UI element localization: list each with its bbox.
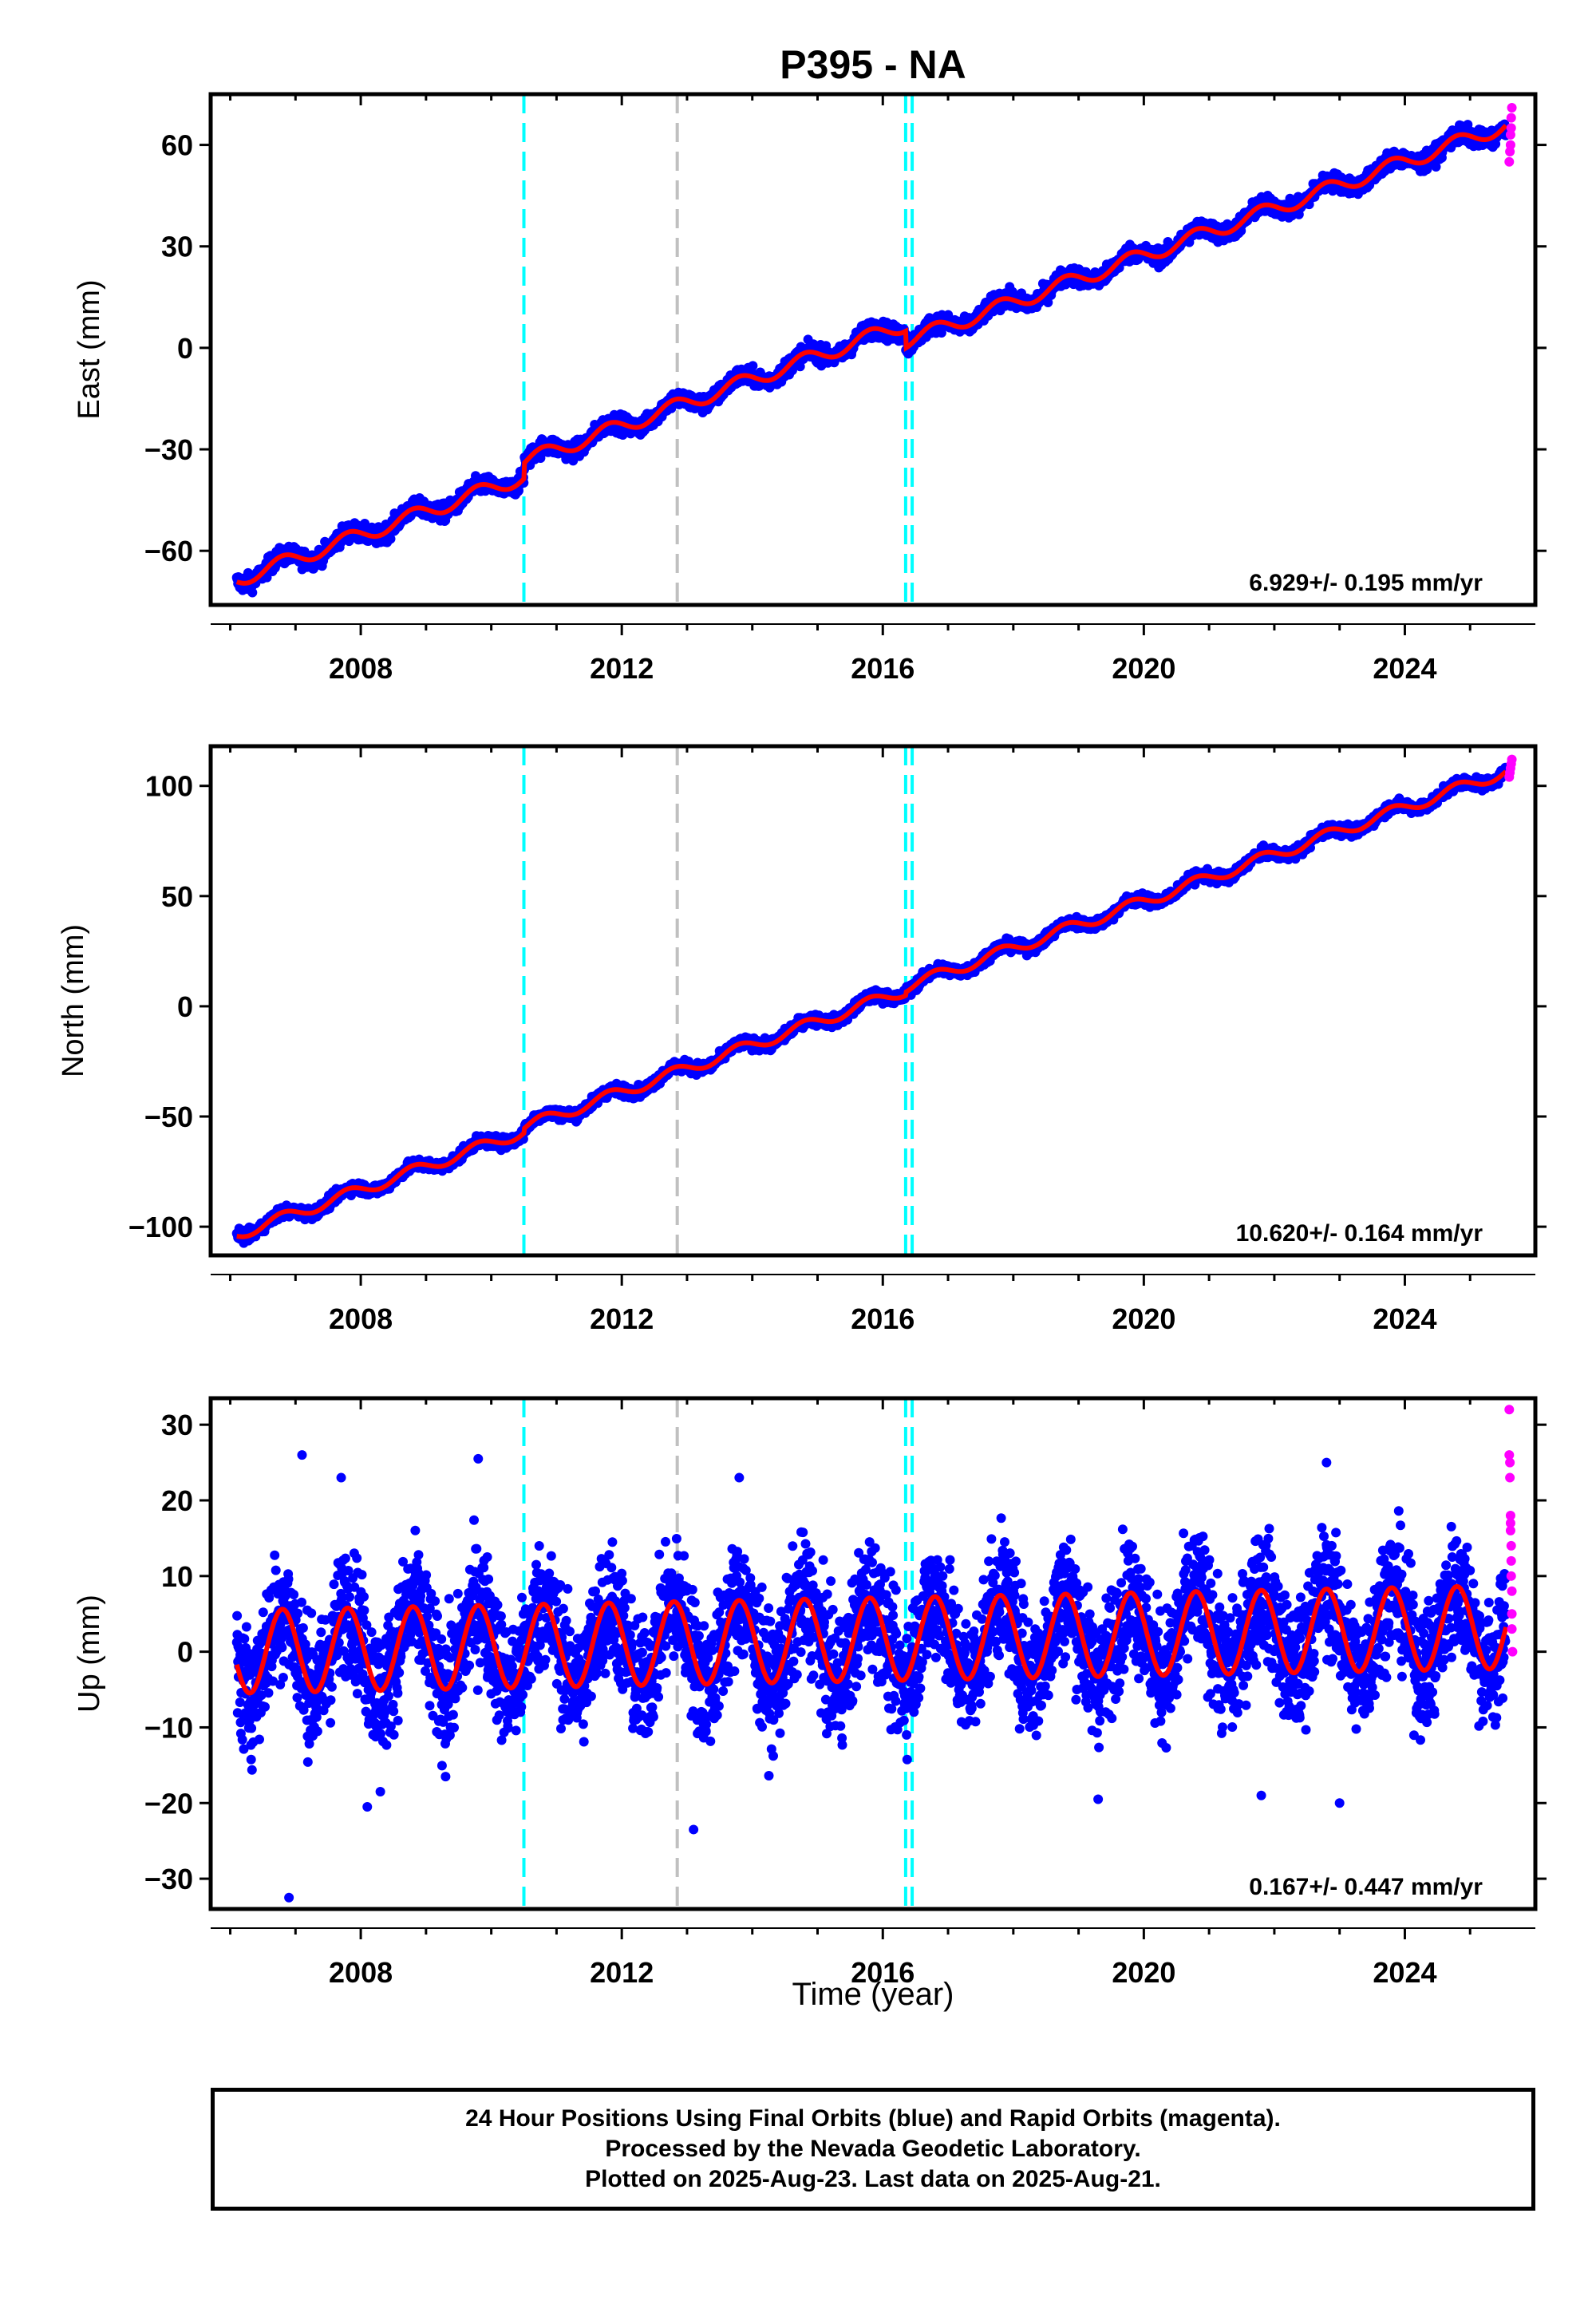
panels: 2008 2012 2016 2020 2024 −60 −30 0 30 60 East (mm)… [57, 92, 1547, 1989]
data-point [262, 572, 272, 583]
plot-frame [208, 92, 1538, 607]
data-point [1043, 298, 1053, 307]
data-point [748, 361, 758, 371]
data-point [795, 362, 805, 372]
rapid-orbit-point [1506, 123, 1516, 133]
x-tick-label: 2016 [851, 652, 915, 685]
rapid-orbit-point [1507, 102, 1517, 113]
data-point [1431, 162, 1441, 172]
y-tick-label: 60 [161, 129, 193, 162]
y-tick-label: 0 [177, 332, 193, 365]
data-point [360, 519, 370, 528]
final-orbit-points [231, 119, 1511, 598]
x-tick-label: 2012 [590, 652, 654, 685]
x-tick-label: 2020 [1112, 652, 1175, 685]
y-axis-label: East (mm) [73, 279, 106, 419]
rapid-orbit-point [1505, 140, 1515, 150]
data-point [247, 587, 258, 598]
x-tick-label: 2008 [329, 652, 393, 685]
chart-title: P395 - NA [780, 42, 966, 87]
y-tick-label: −60 [144, 535, 193, 567]
data-point [385, 534, 396, 544]
y-tick-label: −30 [144, 433, 193, 466]
model-fit-line [235, 124, 1508, 586]
x-tick-label: 2024 [1373, 652, 1436, 685]
rapid-orbit-point [1506, 113, 1516, 123]
y-tick-label: 30 [161, 231, 193, 263]
panel-east: 2008 2012 2016 2020 2024 −60 −30 0 30 60 East (mm)… [73, 92, 1547, 685]
velocity-label: 6.929+/- 0.195 mm/yr [1249, 570, 1483, 596]
rapid-orbit-point [1504, 156, 1515, 167]
